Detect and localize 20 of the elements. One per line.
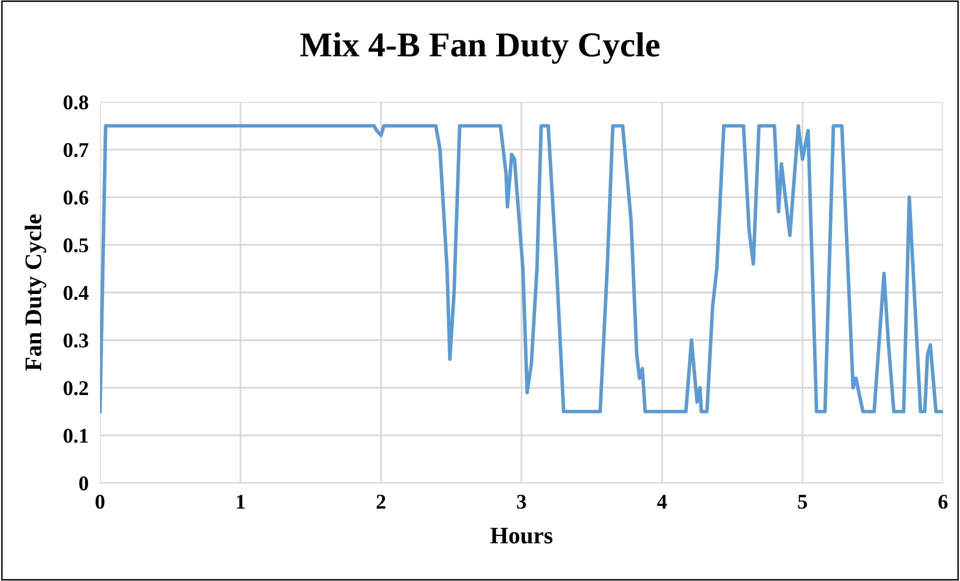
x-tick-label: 6 [938, 494, 948, 509]
y-tick-label: 0.6 [64, 190, 88, 205]
y-tick-label: 0.8 [64, 95, 88, 110]
line-series [100, 124, 943, 414]
y-tick-label: 0.7 [64, 143, 88, 158]
chart-title: Mix 4-B Fan Duty Cycle [300, 32, 660, 64]
y-axis-title: Fan Duty Cycle [24, 214, 46, 371]
y-tick-label: 0.3 [64, 334, 88, 348]
x-tick-label: 0 [96, 494, 104, 509]
x-tick-label: 5 [798, 494, 807, 509]
y-tick-label: 0.5 [64, 238, 88, 252]
y-tick-label: 0.1 [64, 428, 88, 443]
x-tick-label: 1 [236, 494, 245, 509]
y-tick-label: 0 [79, 476, 88, 490]
x-tick-label: 2 [376, 494, 386, 509]
x-tick-label: 4 [657, 494, 667, 509]
x-axis-title: Hours [490, 528, 552, 544]
y-tick-label: 0.4 [64, 286, 88, 300]
x-tick-label: 3 [517, 494, 526, 509]
y-tick-label: 0.2 [64, 381, 88, 396]
